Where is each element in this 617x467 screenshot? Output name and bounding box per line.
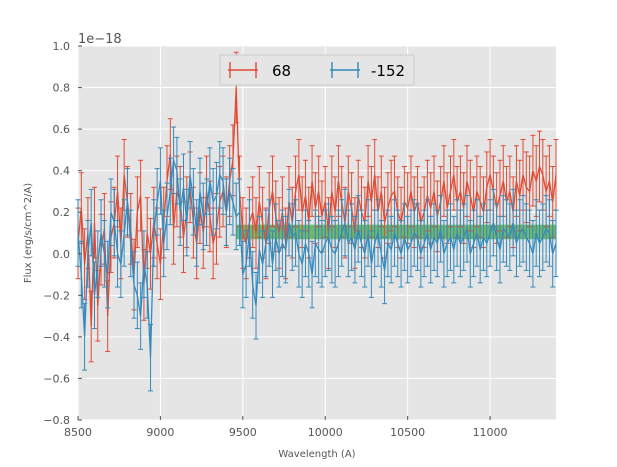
y-axis-label: Flux (erg/s/cm^2/A) (23, 183, 34, 283)
y-tick-label: −0.8 (43, 414, 70, 427)
x-tick-label: 11000 (473, 426, 508, 439)
y-tick-label: −0.4 (43, 331, 70, 344)
x-tick-label: 8500 (64, 426, 92, 439)
y-tick-label: −0.6 (43, 372, 70, 385)
x-tick-label: 10000 (308, 426, 343, 439)
y-tick-label: 1.0 (53, 40, 71, 53)
y-tick-label: 0.4 (53, 165, 71, 178)
series-2 (75, 126, 559, 392)
x-axis: 8500 9000 9500 10000 10500 11000 (64, 416, 508, 439)
legend-marker-series-2 (330, 62, 360, 78)
y-tick-label: 0.6 (53, 123, 71, 136)
y-tick-label: 0.8 (53, 82, 71, 95)
x-tick-label: 9500 (229, 426, 257, 439)
y-axis: −0.8 −0.6 −0.4 −0.2 0.0 0.2 0.4 0.6 0.8 1.0 (43, 40, 82, 427)
x-tick-label: 10500 (390, 426, 425, 439)
axis-offset-label: 1e−18 (78, 32, 122, 47)
series-line (77, 160, 557, 358)
y-tick-label: 0.0 (53, 248, 71, 261)
x-axis-label: Wavelength (A) (278, 449, 355, 460)
legend-marker-series-1 (228, 62, 258, 78)
legend-label-series-2: -152 (371, 62, 405, 80)
series-line (77, 87, 557, 327)
series-layer (75, 51, 559, 392)
y-tick-label: 0.2 (53, 206, 71, 219)
legend-label-series-1: 68 (272, 62, 291, 80)
gridlines (77, 45, 556, 421)
legend: 68 -152 (219, 54, 415, 86)
y-tick-label: −0.2 (43, 289, 70, 302)
x-tick-label: 9000 (146, 426, 174, 439)
